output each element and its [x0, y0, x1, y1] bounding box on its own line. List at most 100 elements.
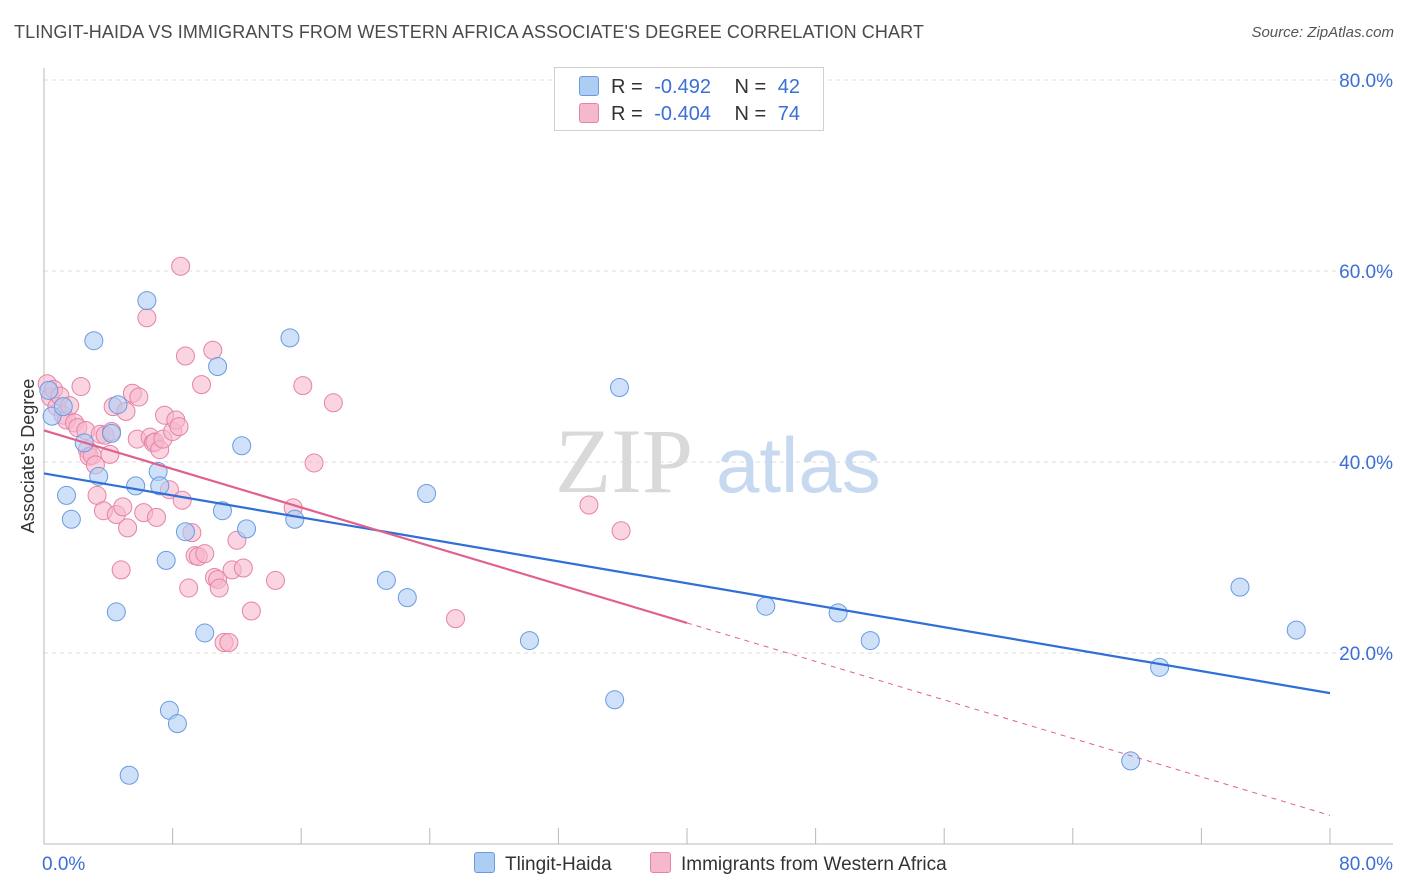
western-africa-point	[113, 497, 133, 517]
tlingit-haida-point	[126, 476, 146, 496]
tlingit-haida-point	[397, 588, 417, 608]
tlingit-haida-point	[53, 397, 73, 417]
western-africa-point	[71, 377, 91, 397]
tlingit-haida-point	[609, 378, 629, 398]
tlingit-haida-point	[1150, 657, 1170, 677]
western-africa-point	[293, 376, 313, 396]
legend-n-label: N =	[734, 76, 767, 98]
tlingit-haida-point	[61, 509, 81, 529]
western-africa-point	[209, 578, 229, 598]
y-axis-label: Associate's Degree	[18, 379, 38, 534]
western-africa-point	[192, 375, 212, 395]
tlingit-haida-point	[208, 357, 228, 376]
y-tick-label: 20.0%	[1339, 644, 1393, 665]
series-tlingit-haida-points	[39, 291, 1306, 785]
bottom-legend-swatch-pink	[650, 852, 671, 873]
western-africa-point	[169, 417, 189, 437]
tlingit-haida-point	[860, 631, 880, 651]
western-africa-point	[203, 340, 223, 360]
tlingit-haida-point	[376, 570, 396, 590]
tlingit-haida-point	[175, 522, 195, 542]
tlingit-haida-point	[57, 485, 77, 505]
watermark-atlas: atlas	[716, 421, 881, 509]
tlingit-haida-point	[212, 501, 232, 521]
legend-n-label: N =	[734, 103, 767, 125]
tlingit-haida-point	[137, 291, 157, 311]
correlation-legend: R = -0.492 N = 42 R = -0.404 N = 74	[554, 67, 824, 131]
chart-title: TLINGIT-HAIDA VS IMMIGRANTS FROM WESTERN…	[14, 22, 924, 42]
legend-r-value: -0.492	[654, 76, 711, 98]
tlingit-haida-point	[106, 602, 126, 622]
tlingit-haida-point	[84, 331, 104, 351]
western-africa-point	[111, 560, 131, 580]
trend-lines	[43, 429, 1331, 816]
western-africa-point	[195, 544, 215, 564]
western-africa-point	[219, 632, 239, 652]
western-africa-point	[446, 609, 466, 629]
tlingit-haida-point	[232, 436, 252, 456]
western-africa-point	[147, 507, 167, 527]
legend-row-tlingit-haida: R = -0.492 N = 42	[579, 76, 800, 99]
legend-r-label: R =	[611, 103, 643, 125]
legend-r-label: R =	[611, 76, 643, 98]
legend-row-western-africa: R = -0.404 N = 74	[579, 103, 800, 126]
western-africa-point	[265, 570, 285, 590]
western-africa-point	[179, 578, 199, 598]
bottom-legend-western-africa: Immigrants from Western Africa	[650, 852, 947, 876]
legend-n-value: 74	[777, 103, 801, 125]
watermark-zip: ZIP	[555, 410, 693, 512]
western-africa-point	[175, 346, 195, 366]
tlingit-haida-point	[1286, 620, 1306, 640]
bottom-legend-label: Immigrants from Western Africa	[681, 854, 947, 875]
watermark: ZIP atlas	[555, 410, 881, 512]
axes	[43, 68, 1393, 845]
western-africa-point	[579, 495, 599, 515]
legend-r-value: -0.404	[654, 103, 711, 125]
western-africa-point	[118, 518, 138, 538]
y-tick-label: 80.0%	[1339, 71, 1393, 92]
legend-n-value: 42	[777, 76, 801, 98]
legend-swatch-blue	[579, 76, 599, 96]
western-africa-point	[233, 558, 253, 578]
tlingit-haida-point	[108, 395, 128, 415]
tlingit-haida-point	[828, 603, 848, 623]
tlingit-haida-point	[605, 690, 625, 710]
y-tick-label: 40.0%	[1339, 453, 1393, 474]
tlingit-haida-point	[156, 550, 176, 570]
western-africa-point	[129, 387, 149, 407]
trend-line-western-africa-extension	[686, 622, 1331, 816]
tlingit-haida-point	[1230, 577, 1250, 597]
western-africa-point	[172, 490, 192, 510]
legend-swatch-pink	[579, 103, 599, 123]
tlingit-haida-point	[102, 423, 122, 443]
tick-labels: 20.0% 40.0% 60.0% 80.0% 0.0% 80.0%	[42, 71, 1393, 875]
tlingit-haida-point	[119, 765, 139, 785]
western-africa-point	[304, 453, 324, 473]
tlingit-haida-point	[280, 328, 300, 348]
western-africa-point	[171, 256, 191, 276]
y-tick-label: 60.0%	[1339, 262, 1393, 283]
tlingit-haida-point	[195, 623, 215, 643]
trend-line-tlingit-haida	[43, 472, 1331, 695]
tlingit-haida-point	[285, 509, 305, 529]
tlingit-haida-point	[756, 596, 776, 616]
tlingit-haida-point	[89, 466, 109, 486]
bottom-legend-tlingit-haida: Tlingit-Haida	[474, 852, 612, 876]
tlingit-haida-point	[1121, 751, 1141, 771]
tlingit-haida-point	[519, 631, 539, 651]
tlingit-haida-point	[39, 380, 59, 400]
western-africa-point	[323, 393, 343, 413]
tlingit-haida-point	[167, 714, 187, 734]
western-africa-point	[611, 521, 631, 541]
western-africa-point	[137, 308, 157, 328]
bottom-legend-label: Tlingit-Haida	[505, 854, 612, 875]
source-label: Source: ZipAtlas.com	[1251, 24, 1394, 41]
tlingit-haida-point	[150, 476, 170, 496]
x-tick-label: 80.0%	[1339, 854, 1393, 875]
trend-line-western-africa	[43, 429, 688, 624]
tlingit-haida-point	[237, 519, 257, 539]
western-africa-point	[241, 601, 261, 621]
series-western-africa-points	[37, 256, 631, 652]
bottom-legend-swatch-blue	[474, 852, 495, 873]
